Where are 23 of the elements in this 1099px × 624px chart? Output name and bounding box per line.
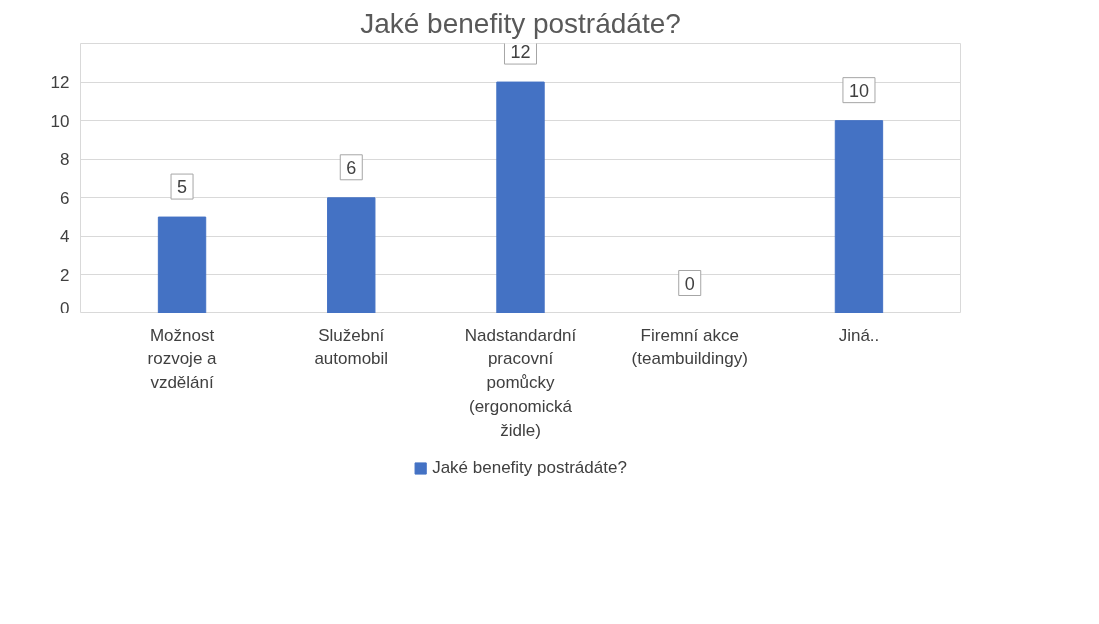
chart-title: Jaké benefity postrádáte? — [360, 7, 681, 39]
data-label: 10 — [848, 80, 869, 101]
legend-label: Jaké benefity postrádáte? — [432, 458, 627, 478]
y-tick-label: 6 — [60, 188, 70, 208]
bar — [157, 216, 207, 313]
x-tick-label: Služební automobil — [314, 325, 389, 369]
x-tick-label: Možnost rozvoje a vzdělání — [147, 325, 218, 392]
data-label: 5 — [177, 177, 188, 198]
bar — [834, 120, 884, 313]
y-tick-label: 8 — [60, 150, 70, 170]
y-tick-label: 4 — [60, 227, 70, 247]
x-tick-label: Nadstandardní pracovní pomůcky (ergonomická židle) — [464, 325, 577, 440]
y-tick-label: 12 — [50, 73, 70, 93]
x-tick-label: Firemní akce (teambuildingy) — [631, 325, 748, 369]
y-tick-label: 2 — [60, 265, 70, 285]
y-tick-label: 10 — [50, 111, 70, 131]
data-label: 12 — [510, 42, 531, 63]
data-label: 6 — [346, 157, 357, 178]
data-label: 0 — [684, 273, 695, 294]
y-tick-label: 0 — [60, 298, 70, 318]
bar — [496, 81, 545, 313]
x-tick-label: Jiná.. — [838, 325, 880, 345]
bar — [327, 197, 376, 313]
